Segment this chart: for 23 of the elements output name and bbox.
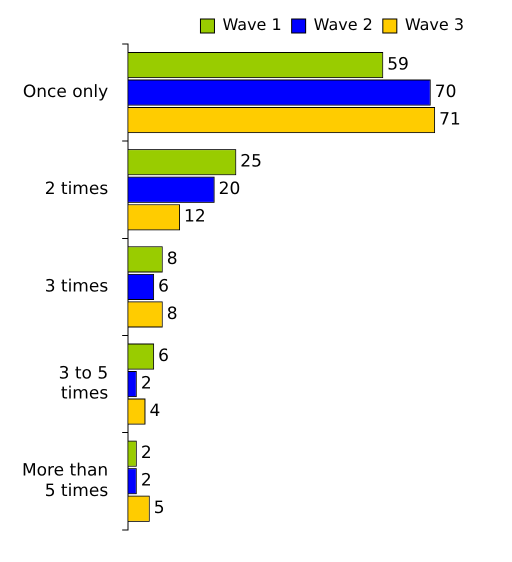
y-tick-label: 3 times	[44, 276, 108, 296]
data-label: 2	[140, 470, 152, 491]
data-label: 8	[166, 248, 178, 269]
data-label: 2	[140, 443, 152, 464]
data-label: 12	[184, 206, 206, 227]
data-label: 20	[218, 179, 240, 200]
y-tick-label: 2 times	[44, 179, 108, 200]
data-label: 4	[149, 401, 160, 422]
y-tick-label: More than 5 times	[22, 460, 108, 501]
legend-label: Wave 3	[404, 15, 464, 34]
y-tick-label: 3 to 5 times	[58, 363, 108, 404]
data-label: 71	[439, 110, 461, 130]
data-label: 25	[240, 152, 262, 172]
y-tick-label: Once only	[22, 82, 108, 102]
data-label: 70	[434, 82, 456, 102]
data-label: 6	[158, 276, 169, 296]
legend-label: Wave 1	[222, 15, 282, 34]
data-label: 6	[158, 346, 169, 366]
data-label: 8	[166, 304, 178, 324]
data-label: 59	[387, 54, 409, 74]
data-label: 5	[154, 498, 165, 518]
legend-label: Wave 2	[314, 15, 373, 34]
data-label: 2	[140, 373, 152, 394]
